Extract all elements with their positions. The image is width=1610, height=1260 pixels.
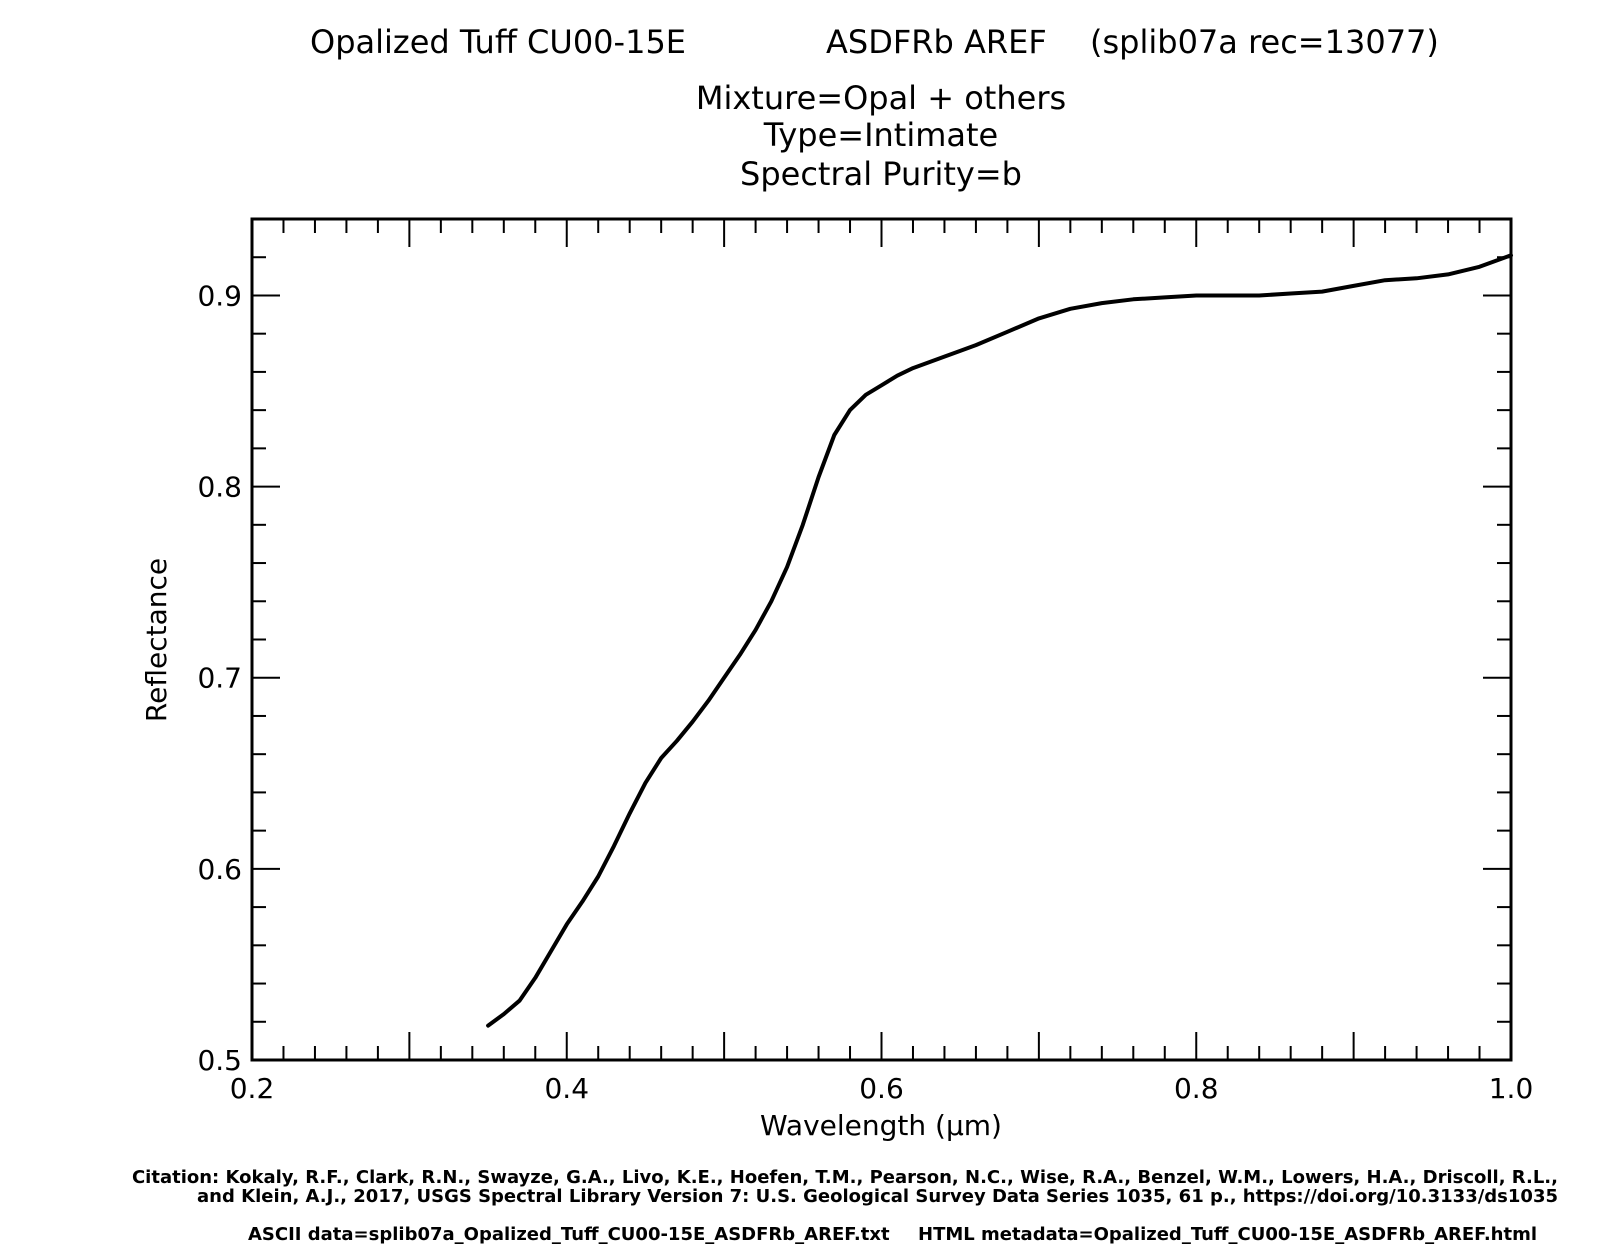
y-tick-label: 0.6: [197, 853, 242, 886]
mixture-label: Mixture=Opal + others: [696, 79, 1066, 117]
citation-line-1: Citation: Kokaly, R.F., Clark, R.N., Swa…: [132, 1167, 1558, 1188]
x-tick-label: 0.2: [230, 1072, 275, 1105]
axis-ticks: [251, 218, 1512, 1061]
type-label: Type=Intimate: [763, 116, 998, 154]
y-tick-label: 0.9: [197, 279, 242, 312]
html-metadata-filename: HTML metadata=Opalized_Tuff_CU00-15E_ASD…: [918, 1224, 1537, 1245]
citation-line-2: and Klein, A.J., 2017, USGS Spectral Lib…: [197, 1186, 1558, 1207]
y-tick-label: 0.7: [197, 662, 242, 695]
purity-label: Spectral Purity=b: [740, 155, 1022, 193]
x-tick-label: 1.0: [1489, 1072, 1534, 1105]
y-axis-label: Reflectance: [140, 558, 173, 722]
plot-frame: [250, 217, 1513, 1062]
record-label: (splib07a rec=13077): [1090, 23, 1439, 61]
x-tick-labels: 0.2 0.4 0.6 0.8 1.0: [230, 1072, 1534, 1105]
y-tick-label: 0.5: [197, 1044, 242, 1077]
reflectance-series-line: [486, 253, 1513, 1028]
ascii-data-filename: ASCII data=splib07a_Opalized_Tuff_CU00-1…: [248, 1224, 890, 1245]
x-tick-label: 0.8: [1174, 1072, 1219, 1105]
y-tick-label: 0.8: [197, 471, 242, 504]
sample-name: Opalized Tuff CU00-15E: [310, 23, 686, 61]
x-tick-label: 0.4: [544, 1072, 589, 1105]
instrument-label: ASDFRb AREF: [826, 23, 1047, 61]
y-tick-labels: 0.5 0.6 0.7 0.8 0.9: [197, 279, 242, 1077]
x-tick-label: 0.6: [859, 1072, 904, 1105]
x-axis-label: Wavelength (μm): [760, 1109, 1002, 1142]
